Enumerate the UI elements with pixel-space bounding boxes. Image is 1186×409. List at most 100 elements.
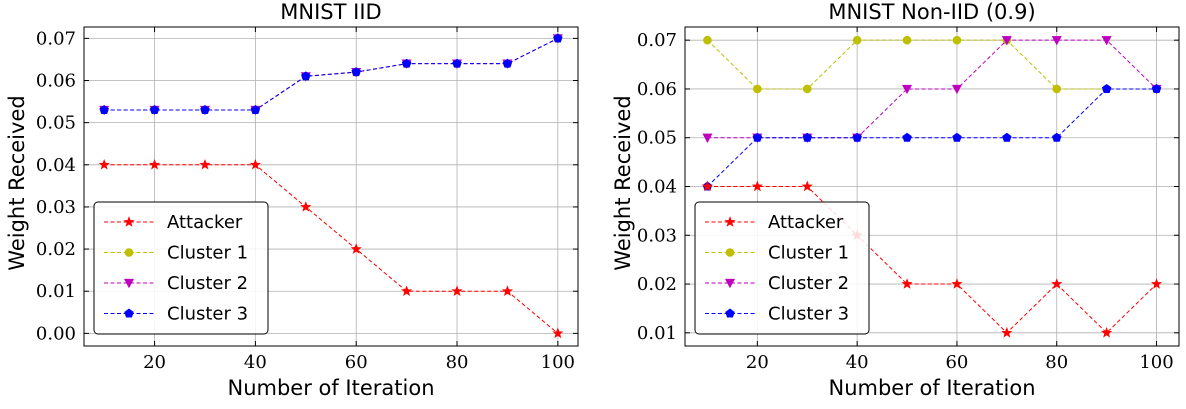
data-point <box>901 278 913 289</box>
x-tick-label: 60 <box>345 352 368 373</box>
data-point <box>1101 326 1113 338</box>
legend-marker <box>725 248 735 257</box>
data-point <box>1001 36 1012 46</box>
data-point <box>249 158 261 170</box>
legend-marker <box>123 278 135 289</box>
y-tick-label: 0.04 <box>36 155 76 176</box>
data-point <box>149 105 160 115</box>
data-point <box>401 58 412 68</box>
x-tick-label: 20 <box>746 352 769 373</box>
data-point <box>1101 36 1112 46</box>
legend-item: Cluster 3 <box>104 304 248 325</box>
y-axis-label: Weight Received <box>611 95 635 270</box>
y-tick-label: 0.05 <box>637 128 677 149</box>
y-tick-label: 0.06 <box>637 79 677 100</box>
chart-panel-mnist-iid: MNIST IID Number of Iteration Weight Rec… <box>5 0 579 400</box>
series-line <box>707 39 1157 90</box>
x-axis-label: Number of Iteration <box>828 376 1035 400</box>
data-point <box>553 33 563 43</box>
series-attacker <box>98 158 564 339</box>
legend: Attacker Cluster 1 Cluster 2 Cluster 3 <box>93 201 269 335</box>
data-point <box>702 133 713 143</box>
data-point <box>952 132 962 142</box>
series-group <box>98 33 564 339</box>
x-tick-label: 20 <box>143 352 166 373</box>
x-tick-label: 40 <box>244 352 267 373</box>
y-tick-label: 0.00 <box>36 323 76 344</box>
series-line <box>707 186 1157 334</box>
data-point <box>401 285 413 296</box>
series-line <box>707 88 1157 187</box>
x-tick-label: 100 <box>541 352 575 373</box>
legend-label: Cluster 3 <box>167 304 248 325</box>
legend-label: Attacker <box>167 212 243 233</box>
data-point <box>1052 132 1062 142</box>
legend-marker <box>124 248 134 257</box>
ticks: 20 40 60 80 100 0.01 0.02 0.03 0.04 0.05 0.06 0.07 <box>637 27 1179 373</box>
data-point <box>99 105 109 115</box>
data-point <box>952 35 962 45</box>
data-point <box>452 58 462 68</box>
legend-item: Cluster 1 <box>104 243 248 264</box>
data-point <box>1051 278 1063 289</box>
data-point <box>701 180 714 192</box>
legend-marker <box>725 308 735 318</box>
data-point <box>902 35 912 45</box>
data-point <box>451 285 463 296</box>
data-point <box>753 84 762 94</box>
legend-label: Cluster 2 <box>768 273 849 294</box>
y-tick-label: 0.07 <box>36 28 76 49</box>
data-point <box>350 243 362 254</box>
legend-marker <box>123 216 135 227</box>
y-tick-label: 0.02 <box>637 274 677 295</box>
data-point <box>852 132 862 142</box>
y-axis-label: Weight Received <box>5 95 29 270</box>
data-point <box>149 158 161 170</box>
data-point <box>301 71 311 81</box>
y-tick-label: 0.01 <box>637 323 677 344</box>
data-point <box>552 327 564 339</box>
series-cluster-3 <box>702 83 1162 191</box>
series-line <box>104 37 559 111</box>
x-tick-label: 40 <box>846 352 869 373</box>
y-tick-label: 0.07 <box>637 30 677 51</box>
data-point <box>951 84 962 95</box>
legend-marker <box>724 216 736 227</box>
data-point <box>502 58 513 68</box>
y-tick-label: 0.01 <box>36 281 76 302</box>
chart-panel-mnist-non-iid: MNIST Non-IID (0.9) Number of Iteration … <box>611 0 1180 400</box>
data-point <box>501 285 513 296</box>
legend-item: Attacker <box>705 212 844 233</box>
data-point <box>250 105 261 115</box>
y-tick-label: 0.02 <box>36 239 76 260</box>
x-tick-label: 60 <box>945 352 968 373</box>
legend-label: Cluster 1 <box>768 243 849 264</box>
x-tick-label: 80 <box>446 352 469 373</box>
data-point <box>1001 326 1013 338</box>
data-point <box>802 84 812 94</box>
y-tick-label: 0.06 <box>36 71 76 92</box>
data-point <box>300 201 312 212</box>
x-tick-label: 80 <box>1045 352 1068 373</box>
data-point <box>951 278 963 289</box>
legend-marker <box>724 278 736 289</box>
legend: Attacker Cluster 1 Cluster 2 Cluster 3 <box>694 201 870 335</box>
legend-item: Attacker <box>104 212 243 233</box>
legend-label: Attacker <box>768 212 844 233</box>
data-point <box>752 132 763 142</box>
y-tick-label: 0.03 <box>36 197 76 218</box>
x-axis-label: Number of Iteration <box>227 376 434 400</box>
legend-box <box>694 201 870 335</box>
series-group <box>701 35 1163 338</box>
series-cluster-3 <box>99 33 563 115</box>
data-point <box>199 158 211 170</box>
legend-label: Cluster 2 <box>167 273 248 294</box>
y-tick-label: 0.05 <box>36 113 76 134</box>
legend-item: Cluster 2 <box>104 273 248 294</box>
legend-item: Cluster 3 <box>705 304 849 325</box>
data-point <box>801 180 813 192</box>
data-point <box>1151 83 1162 93</box>
legend-box <box>93 201 269 335</box>
